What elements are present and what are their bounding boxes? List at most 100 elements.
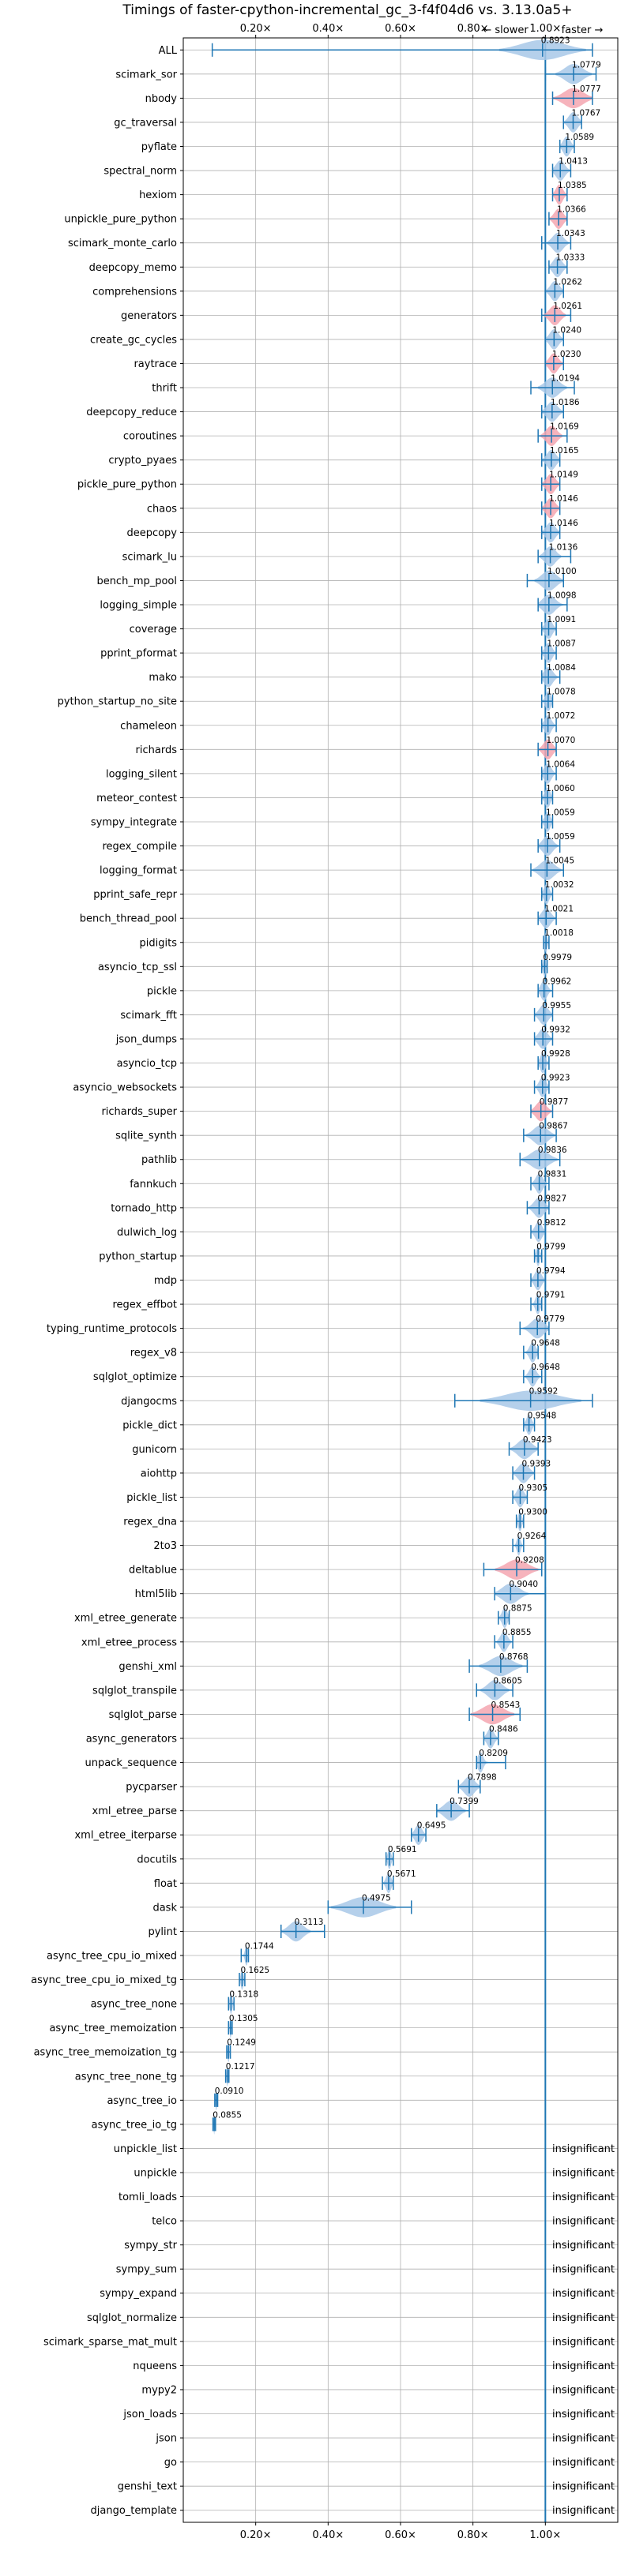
- category-label: crypto_pyaes: [108, 455, 177, 467]
- category-label: go: [164, 2457, 177, 2469]
- category-label: xml_etree_parse: [92, 1805, 177, 1817]
- value-label: 1.0165: [550, 446, 579, 456]
- category-label: fannkuch: [130, 1179, 177, 1191]
- category-label: tornado_http: [111, 1202, 177, 1214]
- category-label: python_startup: [99, 1251, 177, 1262]
- category-label: asyncio_tcp_ssl: [98, 962, 177, 973]
- value-label: 0.9208: [515, 1556, 544, 1565]
- category-label: logging_format: [100, 865, 177, 877]
- x-tick-label-top: 0.40×: [312, 23, 344, 35]
- category-label: unpickle: [134, 2167, 177, 2179]
- category-label: pycparser: [126, 1782, 177, 1794]
- value-label: 0.9040: [509, 1580, 538, 1589]
- insignificant-label: insignificant: [552, 2336, 615, 2348]
- category-label: xml_etree_generate: [74, 1613, 177, 1625]
- category-label: pprint_safe_repr: [93, 889, 177, 901]
- value-label: 0.0910: [215, 2087, 244, 2096]
- category-label: unpickle_list: [114, 2143, 177, 2155]
- value-label: 0.8855: [502, 1628, 532, 1637]
- insignificant-label: insignificant: [552, 2288, 615, 2300]
- value-label: 0.7399: [450, 1797, 479, 1806]
- category-label: mako: [149, 672, 177, 684]
- category-label: typing_runtime_protocols: [47, 1323, 177, 1335]
- value-label: 1.0091: [547, 615, 577, 624]
- x-tick-label-top: 1.00×: [529, 23, 561, 35]
- value-label: 1.0136: [549, 542, 578, 552]
- category-label: sqlglot_transpile: [92, 1685, 177, 1697]
- value-label: 0.5671: [387, 1869, 416, 1879]
- value-label: 0.1249: [227, 2038, 256, 2048]
- category-label: sympy_sum: [116, 2264, 177, 2276]
- value-label: 1.0064: [546, 759, 575, 769]
- category-label: async_tree_io: [107, 2095, 177, 2107]
- value-label: 1.0767: [571, 108, 600, 118]
- value-label: 1.0072: [547, 711, 576, 721]
- value-label: 1.0262: [553, 277, 582, 287]
- category-label: html5lib: [135, 1588, 177, 1600]
- x-tick-label-top: 0.20×: [240, 23, 272, 35]
- value-label: 0.4975: [362, 1893, 391, 1903]
- value-label: 0.8543: [491, 1700, 521, 1710]
- value-label: 0.9794: [536, 1266, 566, 1276]
- category-label: 2to3: [153, 1540, 177, 1552]
- category-label: async_tree_none_tg: [75, 2071, 177, 2083]
- value-label: 1.0078: [547, 688, 576, 697]
- category-label: asyncio_websockets: [73, 1082, 177, 1094]
- category-label: djangocms: [121, 1396, 177, 1408]
- value-label: 1.0366: [557, 205, 586, 215]
- value-label: 1.0146: [549, 519, 578, 528]
- category-label: pyflate: [141, 141, 177, 153]
- value-label: 1.0032: [545, 880, 574, 890]
- value-label: 0.6495: [417, 1821, 446, 1831]
- category-label: genshi_xml: [118, 1661, 177, 1673]
- category-label: spectral_norm: [103, 166, 177, 178]
- value-label: 0.9305: [518, 1483, 547, 1493]
- value-label: 1.0146: [549, 494, 578, 504]
- category-label: coverage: [130, 624, 177, 636]
- category-label: async_tree_io_tg: [92, 2119, 177, 2131]
- value-label: 0.9928: [541, 1049, 570, 1059]
- category-label: deepcopy_memo: [89, 262, 177, 274]
- insignificant-label: insignificant: [552, 2433, 615, 2445]
- category-label: richards_super: [101, 1106, 177, 1118]
- category-label: telco: [152, 2216, 177, 2228]
- category-label: sqlglot_optimize: [93, 1371, 177, 1383]
- category-label: sympy_str: [124, 2240, 177, 2252]
- insignificant-label: insignificant: [552, 2216, 615, 2228]
- category-label: scimark_lu: [122, 551, 177, 563]
- x-tick-label-bottom: 0.40×: [312, 2529, 344, 2541]
- benchmark-marks: 0.8923 1.0779 1.0777 1.0767 1.0589 1.0413 1.03…: [211, 36, 615, 2522]
- value-label: 1.0230: [552, 350, 581, 359]
- category-label: genshi_text: [118, 2481, 177, 2493]
- x-tick-label-bottom: 0.20×: [240, 2529, 272, 2541]
- category-label: scimark_fft: [120, 1010, 177, 1022]
- category-label: xml_etree_iterparse: [74, 1830, 177, 1842]
- category-label: dulwich_log: [117, 1227, 177, 1239]
- category-label: dask: [152, 1902, 177, 1914]
- value-label: 1.0060: [546, 784, 575, 793]
- value-label: 0.9300: [518, 1507, 547, 1517]
- category-label: async_tree_cpu_io_mixed_tg: [31, 1974, 177, 1986]
- category-label: scimark_sparse_mat_mult: [43, 2336, 177, 2348]
- insignificant-label: insignificant: [552, 2457, 615, 2469]
- category-label: mdp: [154, 1275, 177, 1287]
- value-label: 0.9648: [531, 1363, 560, 1372]
- category-label: pickle_list: [126, 1492, 177, 1504]
- x-tick-label-top: 0.80×: [457, 23, 489, 35]
- category-label: sqlglot_parse: [109, 1709, 177, 1721]
- category-label: pickle_pure_python: [77, 479, 177, 491]
- insignificant-label: insignificant: [552, 2505, 615, 2517]
- value-label: 1.0779: [572, 60, 601, 69]
- category-label: pickle_dict: [122, 1419, 177, 1431]
- x-tick-label-top: 0.60×: [385, 23, 416, 35]
- category-label: async_tree_none: [91, 1999, 177, 2011]
- category-label: logging_silent: [106, 768, 177, 780]
- category-label: float: [154, 1878, 177, 1890]
- category-label: sqlite_synth: [115, 1131, 177, 1142]
- insignificant-label: insignificant: [552, 2143, 615, 2155]
- value-label: 1.0240: [552, 325, 581, 335]
- value-label: 1.0589: [565, 133, 594, 142]
- category-label: json_dumps: [115, 1033, 177, 1045]
